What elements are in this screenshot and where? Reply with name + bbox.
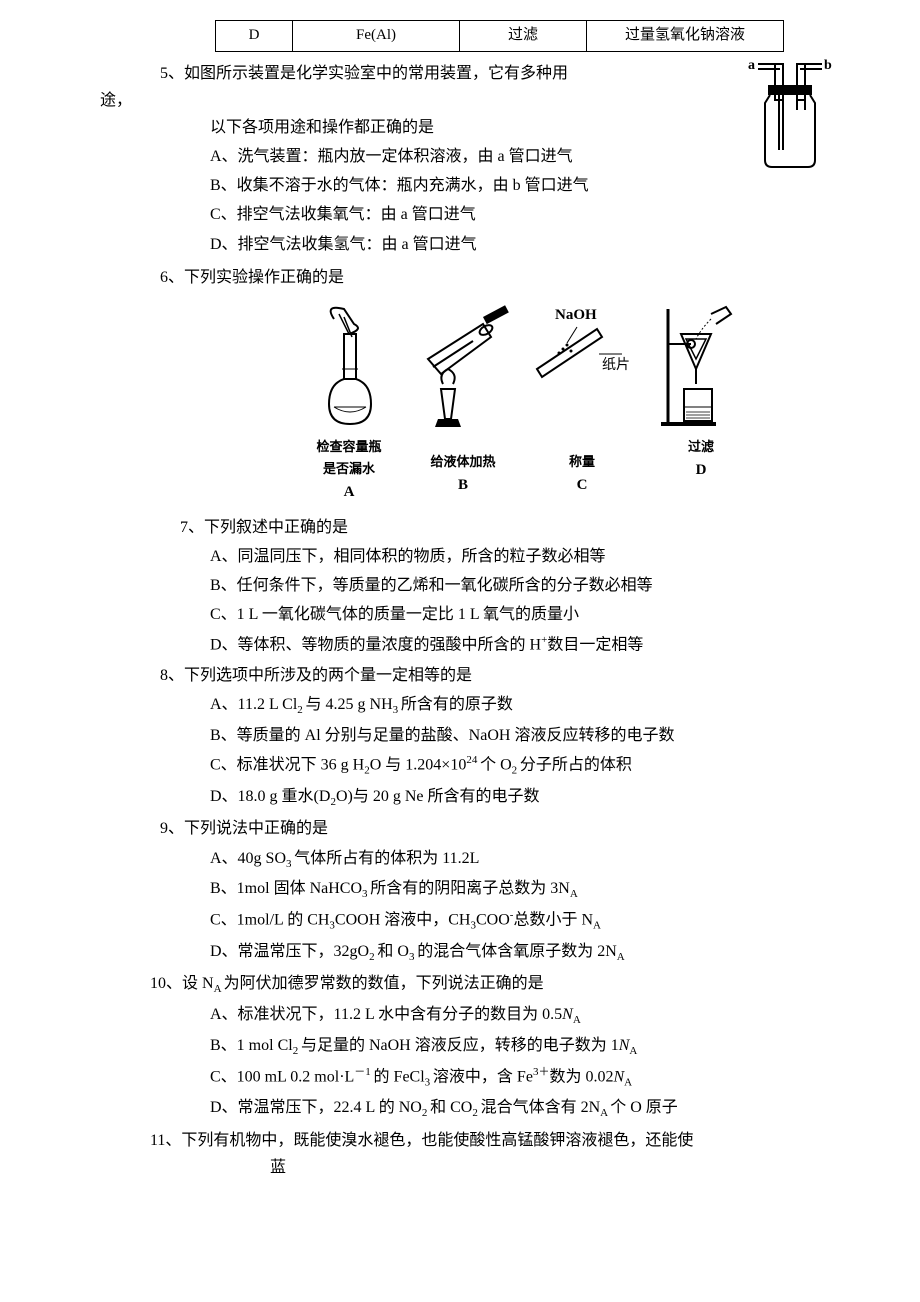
q10-option-d: D、常温常压下，22.4 L 的 NO2 和 CO2 混合气体含有 2NA 个 … <box>210 1094 840 1123</box>
wash-bottle-icon: a b <box>740 55 840 175</box>
table-row: D Fe(Al) 过滤 过量氢氧化钠溶液 <box>216 21 784 52</box>
q10-stem: 10、设 NA 为阿伏加德罗常数的数值，下列说法正确的是 <box>150 970 840 999</box>
question-5: a b 5、如图所示装置是化学实验室中的常用装置，它有多种用 途， 以下各项用途… <box>100 60 840 260</box>
q6-fig-a: 检查容量瓶 是否漏水 A <box>299 299 399 506</box>
q5-stem-hang: 途， <box>100 87 840 114</box>
q10-options: A、标准状况下，11.2 L 水中含有分子的数目为 0.5NA B、1 mol … <box>210 1001 840 1123</box>
q6-c-cap: 称量 <box>527 451 637 473</box>
weighing-icon: NaOH 纸片 <box>527 299 637 429</box>
q7-option-b: B、任何条件下，等质量的乙烯和一氧化碳所含的分子数必相等 <box>210 572 840 599</box>
q6-c-label: C <box>527 473 637 499</box>
q9-options: A、40g SO3 气体所占有的体积为 11.2L B、1mol 固体 NaHC… <box>210 845 840 967</box>
q5-stem-1: 5、如图所示装置是化学实验室中的常用装置，它有多种用 <box>160 60 840 87</box>
q6-stem: 6、下列实验操作正确的是 <box>160 264 840 291</box>
cell-naoh: 过量氢氧化钠溶液 <box>587 21 784 52</box>
q7-option-d: D、等体积、等物质的量浓度的强酸中所含的 H+数目一定相等 <box>210 631 840 659</box>
q10-option-a: A、标准状况下，11.2 L 水中含有分子的数目为 0.5NA <box>210 1001 840 1030</box>
svg-text:NaOH: NaOH <box>555 307 597 323</box>
q9-option-d: D、常温常压下，32gO2 和 O3 的混合气体含氧原子数为 2NA <box>210 938 840 967</box>
label-a: a <box>748 58 755 73</box>
q5-option-d: D、排空气法收集氢气：由 a 管口进气 <box>210 231 840 258</box>
q6-a-cap2: 是否漏水 <box>299 458 399 480</box>
svg-text:纸片: 纸片 <box>602 357 630 373</box>
cell-filter: 过滤 <box>460 21 587 52</box>
q6-b-label: B <box>413 473 513 499</box>
q9-option-c: C、1mol/L 的 CH3COOH 溶液中，CH3COO-总数小于 NA <box>210 906 840 935</box>
cell-d: D <box>216 21 293 52</box>
q9-option-b: B、1mol 固体 NaHCO3 所含有的阴阳离子总数为 3NA <box>210 875 840 904</box>
q7-options: A、同温同压下，相同体积的物质，所含的粒子数必相等 B、任何条件下，等质量的乙烯… <box>210 543 840 658</box>
cell-feal: Fe(Al) <box>293 21 460 52</box>
question-10: 10、设 NA 为阿伏加德罗常数的数值，下列说法正确的是 A、标准状况下，11.… <box>100 970 840 1123</box>
filter-icon <box>656 299 746 429</box>
q5-option-b: B、收集不溶于水的气体：瓶内充满水，由 b 管口进气 <box>210 172 840 199</box>
q8-option-b: B、等质量的 Al 分别与足量的盐酸、NaOH 溶液反应转移的电子数 <box>210 722 840 749</box>
q6-fig-d: 过滤 D <box>651 299 751 484</box>
q6-fig-b: 给液体加热 B <box>413 299 513 499</box>
bottle-diagram: a b <box>740 55 840 175</box>
question-8: 8、下列选项中所涉及的两个量一定相等的是 A、11.2 L Cl2 与 4.25… <box>100 662 840 811</box>
q6-a-cap1: 检查容量瓶 <box>299 436 399 458</box>
q9-option-a: A、40g SO3 气体所占有的体积为 11.2L <box>210 845 840 874</box>
option-table: D Fe(Al) 过滤 过量氢氧化钠溶液 <box>215 20 784 52</box>
q8-option-a: A、11.2 L Cl2 与 4.25 g NH3 所含有的原子数 <box>210 691 840 720</box>
q6-a-label: A <box>299 480 399 506</box>
q10-option-b: B、1 mol Cl2 与足量的 NaOH 溶液反应，转移的电子数为 1NA <box>210 1032 840 1061</box>
q8-stem: 8、下列选项中所涉及的两个量一定相等的是 <box>160 662 840 689</box>
question-6: 6、下列实验操作正确的是 检查容量瓶 是否漏水 A <box>100 264 840 506</box>
q11-hang: 蓝 <box>270 1154 840 1181</box>
q6-d-label: D <box>651 458 751 484</box>
q7-stem: 7、下列叙述中正确的是 <box>180 514 840 541</box>
q10-option-c: C、100 mL 0.2 mol·L－1 的 FeCl3 溶液中，含 Fe3＋数… <box>210 1063 840 1092</box>
q8-option-c: C、标准状况下 36 g H2O 与 1.204×1024 个 O2 分子所占的… <box>210 751 840 780</box>
q6-d-cap: 过滤 <box>651 436 751 458</box>
question-7: 7、下列叙述中正确的是 A、同温同压下，相同体积的物质，所含的粒子数必相等 B、… <box>100 514 840 658</box>
question-9: 9、下列说法中正确的是 A、40g SO3 气体所占有的体积为 11.2L B、… <box>100 815 840 966</box>
q5-option-c: C、排空气法收集氧气：由 a 管口进气 <box>210 201 840 228</box>
question-11: 11、下列有机物中，既能使溴水褪色，也能使酸性高锰酸钾溶液褪色，还能使 蓝 <box>100 1127 840 1181</box>
heating-icon <box>413 299 513 429</box>
q11-stem: 11、下列有机物中，既能使溴水褪色，也能使酸性高锰酸钾溶液褪色，还能使 <box>150 1127 840 1154</box>
q7-option-c: C、1 L 一氧化碳气体的质量一定比 1 L 氧气的质量小 <box>210 601 840 628</box>
q7-option-a: A、同温同压下，相同体积的物质，所含的粒子数必相等 <box>210 543 840 570</box>
q9-stem: 9、下列说法中正确的是 <box>160 815 840 842</box>
flask-check-icon <box>304 299 394 429</box>
q6-b-cap: 给液体加热 <box>413 451 513 473</box>
q6-fig-c: NaOH 纸片 称量 C <box>527 299 637 499</box>
q8-option-d: D、18.0 g 重水(D2O)与 20 g Ne 所含有的电子数 <box>210 783 840 812</box>
q8-options: A、11.2 L Cl2 与 4.25 g NH3 所含有的原子数 B、等质量的… <box>210 691 840 811</box>
q6-figures: 检查容量瓶 是否漏水 A 给液体加热 B NaOH <box>210 299 840 506</box>
label-b: b <box>824 58 832 73</box>
